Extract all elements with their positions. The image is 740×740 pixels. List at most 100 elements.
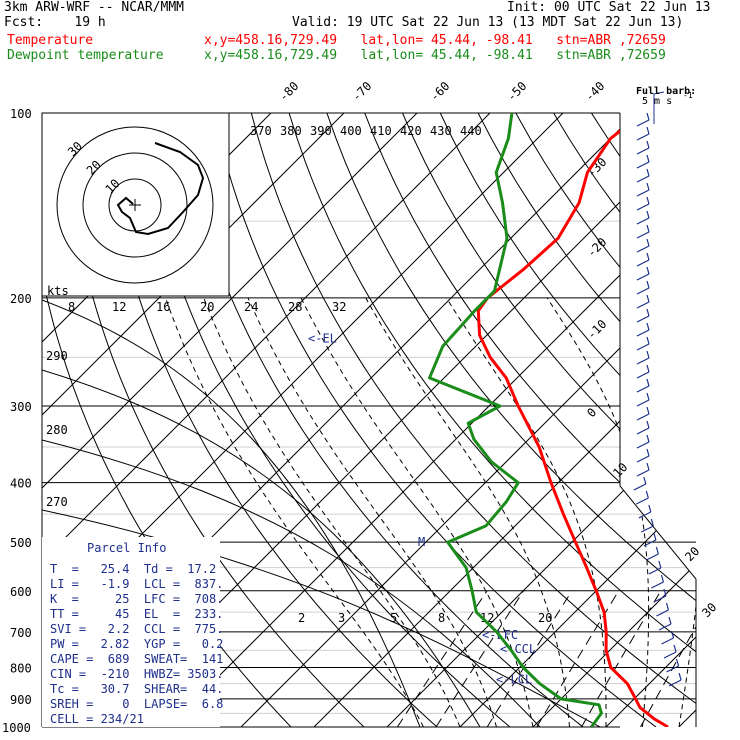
wind-barb-flag bbox=[646, 448, 650, 457]
wind-barb-flag bbox=[653, 532, 657, 541]
wind-barb-flag bbox=[650, 518, 654, 527]
theta-e-label: 270 bbox=[46, 495, 68, 509]
forecast-hour: Fcst: 19 h bbox=[4, 15, 106, 30]
wind-barb bbox=[636, 259, 650, 267]
isotherm-label: -50 bbox=[504, 79, 529, 104]
wind-barb bbox=[656, 609, 669, 617]
isotherm-line bbox=[532, 113, 696, 727]
wind-barb-flag bbox=[668, 616, 672, 625]
sounding-traces bbox=[428, 113, 669, 727]
wind-barb-flag bbox=[643, 476, 647, 485]
pressure-tick-label: 300 bbox=[10, 400, 32, 414]
level-label: M bbox=[418, 535, 425, 549]
isotherm-label: 0 bbox=[584, 405, 599, 420]
theta-label: 410 bbox=[370, 124, 392, 138]
wind-barb-flag bbox=[646, 182, 650, 191]
wind-barb bbox=[636, 119, 650, 127]
barb-key-value: 5 m s bbox=[642, 96, 672, 107]
right-axis-line bbox=[619, 113, 697, 727]
wind-barb-flag bbox=[646, 154, 650, 163]
dry-adiabat bbox=[705, 113, 740, 727]
wind-barb-flag bbox=[646, 140, 650, 149]
mixing-ratio-label: 16 bbox=[156, 300, 170, 314]
pressure-tick-label: 1000 bbox=[2, 721, 31, 735]
wind-barb bbox=[661, 637, 674, 645]
wind-barb bbox=[636, 245, 650, 253]
theta-label: 390 bbox=[310, 124, 332, 138]
moist-adiabat bbox=[247, 297, 497, 727]
parcel-info-row: SREH = 0 LAPSE= 6.8 bbox=[50, 697, 223, 711]
dry-adiabat bbox=[61, 113, 365, 727]
isotherm-line bbox=[678, 113, 696, 727]
barb-key-flag bbox=[653, 91, 665, 95]
wind-barb bbox=[651, 581, 664, 589]
hodograph-kts-label: kts bbox=[47, 284, 69, 298]
isotherm-line bbox=[386, 113, 696, 727]
wind-barb-flag bbox=[675, 658, 680, 667]
wind-barb-flag bbox=[646, 252, 650, 261]
dry-adiabat bbox=[250, 113, 696, 727]
isotherm-label: -10 bbox=[584, 317, 609, 342]
wind-barb bbox=[636, 301, 650, 309]
mixing-ratio-label: 24 bbox=[244, 300, 258, 314]
dewpoint-location: x,y=458.16,729.49 lat,lon= 45.44, -98.41… bbox=[204, 48, 666, 63]
pressure-tick-label: 500 bbox=[10, 536, 32, 550]
wind-barb-flag bbox=[665, 602, 670, 611]
dry-adiabat bbox=[213, 113, 657, 727]
theta-e-line bbox=[42, 509, 601, 727]
theta-label: 400 bbox=[340, 124, 362, 138]
dry-adiabat bbox=[99, 113, 438, 727]
pressure-tick-label: 700 bbox=[10, 626, 32, 640]
parcel-info-row: K = 25 LFC = 708. bbox=[50, 592, 223, 606]
wind-barb-flag bbox=[660, 574, 665, 583]
wind-barb-flag bbox=[646, 322, 650, 331]
wind-barb bbox=[636, 273, 650, 281]
theta-e-line bbox=[42, 369, 481, 727]
level-label: <-LCL bbox=[496, 673, 532, 687]
mixing-ratio-label: 28 bbox=[288, 300, 302, 314]
dry-adiabat bbox=[326, 113, 696, 727]
isotherm-label: -80 bbox=[276, 79, 301, 104]
moist-adiabat bbox=[365, 297, 570, 727]
wind-barb bbox=[638, 511, 652, 519]
parcel-info-row: CIN = -210 HWBZ= 3503. bbox=[50, 667, 223, 681]
wind-barb bbox=[636, 217, 650, 225]
wind-barb bbox=[653, 595, 667, 603]
wind-barb-flag bbox=[658, 560, 662, 569]
parcel-info-box bbox=[42, 537, 220, 727]
moist-adiabat bbox=[716, 298, 740, 727]
isotherm-line bbox=[240, 113, 696, 727]
theta-label: 370 bbox=[250, 124, 272, 138]
parcel-info-row: PW = 2.82 YGP = 0.2 bbox=[50, 637, 223, 651]
pressure-tick-label: 100 bbox=[10, 107, 32, 121]
wind-barb-flag bbox=[646, 238, 650, 247]
parcel-info-row: Tc = 30.7 SHEAR= 44. bbox=[50, 682, 223, 696]
wind-barb bbox=[636, 203, 650, 211]
wind-barb-flag bbox=[663, 588, 667, 597]
hodograph-trace bbox=[116, 142, 205, 236]
parcel-info-row: LI = -1.9 LCL = 837. bbox=[50, 577, 223, 591]
theta-label: 420 bbox=[400, 124, 422, 138]
wind-barb bbox=[668, 679, 682, 687]
init-time: Init: 00 UTC Sat 22 Jun 13 bbox=[507, 0, 711, 15]
wind-barb bbox=[636, 371, 650, 379]
wind-barb bbox=[636, 147, 650, 155]
dry-adiabat bbox=[137, 113, 511, 727]
isotherm-label: -40 bbox=[582, 79, 607, 104]
wind-barb bbox=[636, 231, 650, 239]
dewpoint-legend: Dewpoint temperature bbox=[7, 48, 164, 63]
wind-barb-flag bbox=[646, 392, 650, 401]
moist-adiabat bbox=[445, 297, 607, 727]
wind-barbs bbox=[633, 91, 682, 687]
dry-adiabat bbox=[590, 113, 696, 727]
isotherm-label: -20 bbox=[584, 235, 609, 260]
isotherm-label: 30 bbox=[699, 600, 719, 620]
wind-barb-flag bbox=[645, 490, 649, 499]
mixing-ratio-label: 5 bbox=[390, 611, 397, 625]
isotherm-label: -70 bbox=[349, 79, 374, 104]
wind-barb bbox=[648, 567, 662, 575]
level-label: <-EL bbox=[308, 332, 337, 346]
hodograph-ring bbox=[82, 152, 188, 258]
wind-barb bbox=[636, 385, 650, 393]
dry-adiabat bbox=[288, 113, 696, 727]
